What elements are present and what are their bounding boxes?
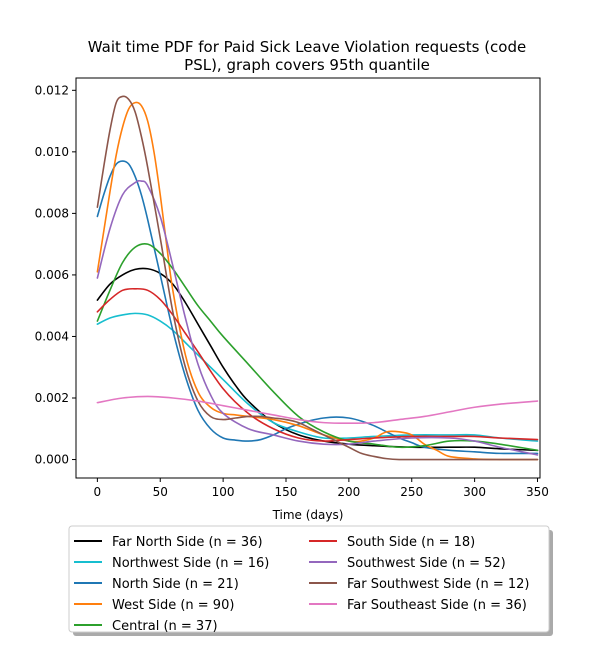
x-tick-label: 200 — [337, 485, 360, 499]
y-tick-label: 0.008 — [35, 206, 69, 220]
x-tick-label: 300 — [463, 485, 486, 499]
legend-label-southwest-side-n-52: Southwest Side (n = 52) — [347, 556, 506, 571]
series-line-far-north-side-n-36 — [96, 267, 539, 452]
series-line-north-side-n-21 — [96, 160, 539, 455]
y-tick-label: 0.012 — [35, 83, 69, 97]
legend: Far North Side (n = 36) Northwest Side (n… — [68, 525, 553, 636]
y-tick-label: 0.010 — [35, 145, 69, 159]
legend-box — [68, 525, 550, 633]
series-line-northwest-side-n-16 — [96, 312, 539, 442]
y-axis-ticks: 0.000 0.002 0.004 0.006 0.008 0.010 0.012 — [35, 83, 76, 467]
chart-title-line1: Wait time PDF for Paid Sick Leave Violat… — [88, 38, 527, 56]
series-line-south-side-n-18 — [96, 287, 539, 442]
y-tick-label: 0.000 — [35, 453, 69, 467]
x-tick-label: 250 — [400, 485, 423, 499]
x-tick-label: 50 — [153, 485, 168, 499]
legend-label-far-southwest-side-n-12: Far Southwest Side (n = 12) — [347, 577, 529, 592]
series-line-far-southwest-side-n-12 — [96, 95, 539, 461]
x-tick-label: 100 — [212, 485, 235, 499]
y-tick-label: 0.002 — [35, 391, 69, 405]
x-axis-label: Time (days) — [272, 508, 344, 522]
series-line-far-southeast-side-n-36 — [96, 395, 539, 425]
x-tick-label: 150 — [275, 485, 298, 499]
legend-label-south-side-n-18: South Side (n = 18) — [347, 535, 475, 550]
y-tick-label: 0.004 — [35, 329, 69, 343]
x-tick-label: 0 — [94, 485, 102, 499]
series-line-west-side-n-90 — [96, 101, 539, 461]
series-line-southwest-side-n-52 — [96, 179, 539, 456]
legend-label-north-side-n-21: North Side (n = 21) — [112, 577, 239, 592]
series-layer — [96, 95, 539, 461]
legend-label-northwest-side-n-16: Northwest Side (n = 16) — [112, 556, 269, 571]
legend-label-far-southeast-side-n-36: Far Southeast Side (n = 36) — [347, 598, 527, 613]
legend-label-central-n-37: Central (n = 37) — [112, 619, 218, 634]
plot-frame — [75, 77, 541, 479]
x-axis-ticks: 0 50 100 150 200 250 300 350 — [94, 478, 549, 499]
series-line-central-n-37 — [96, 242, 539, 452]
chart-title-line2: PSL), graph covers 95th quantile — [184, 56, 430, 74]
legend-label-far-north-side-n-36: Far North Side (n = 36) — [112, 535, 263, 550]
y-tick-label: 0.006 — [35, 268, 69, 282]
x-tick-label: 350 — [526, 485, 549, 499]
legend-label-west-side-n-90: West Side (n = 90) — [112, 598, 234, 613]
